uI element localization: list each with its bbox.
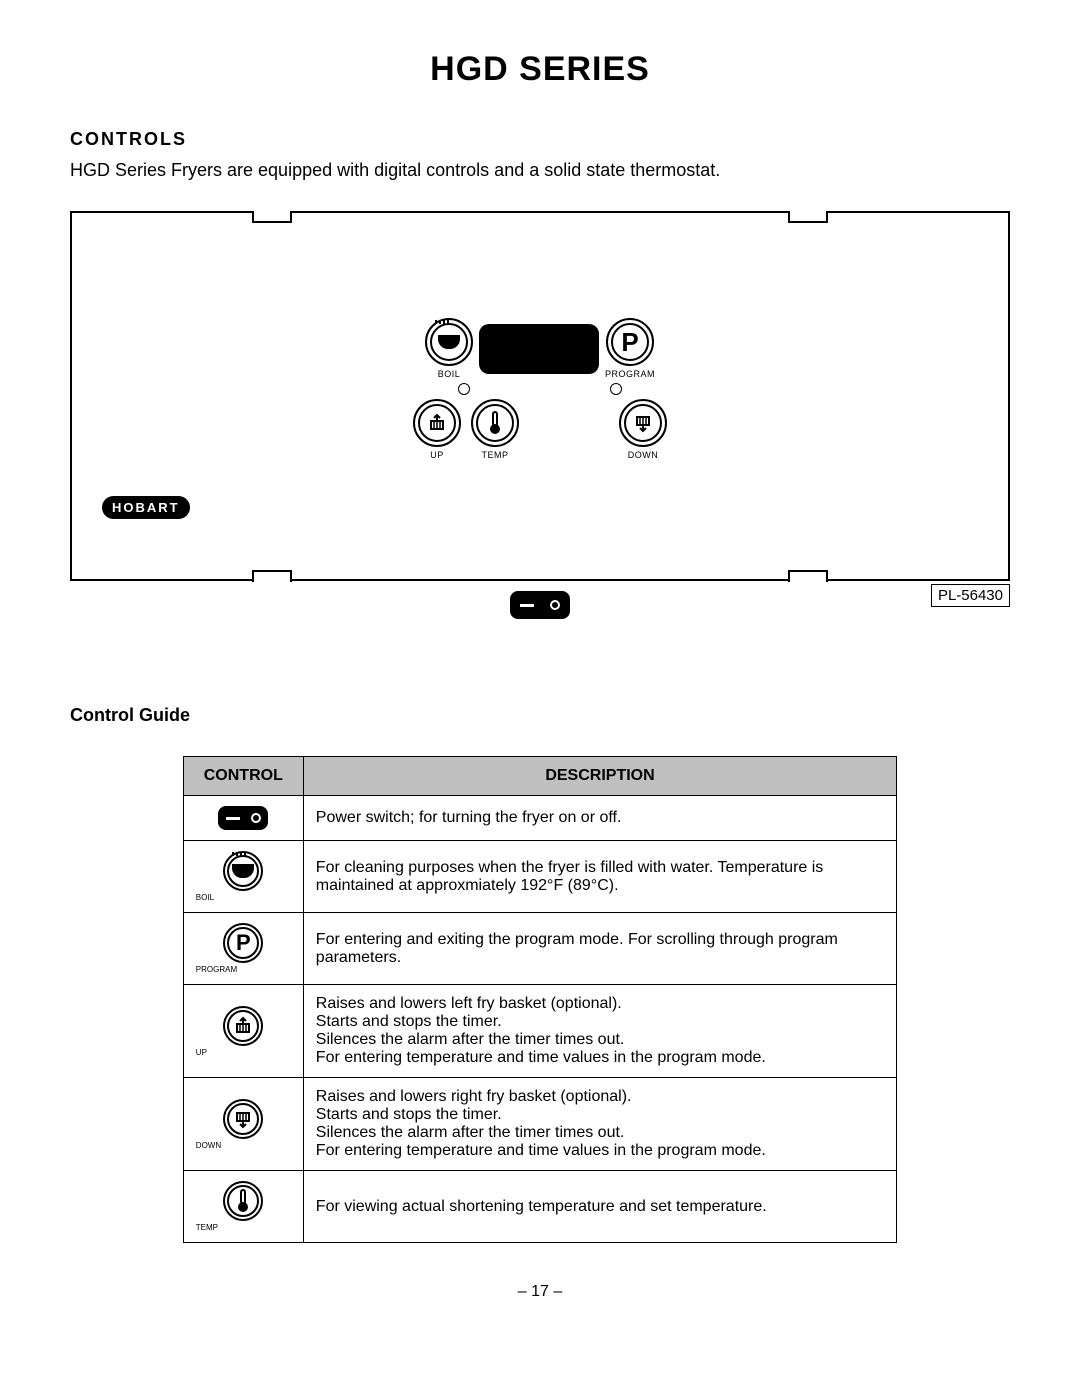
description-cell: Power switch; for turning the fryer on o…: [303, 796, 896, 841]
panel-notch: [788, 211, 828, 223]
down-button-icon: [223, 1099, 263, 1139]
panel-notch: [788, 570, 828, 582]
boil-button[interactable]: BOIL: [425, 318, 473, 379]
boil-button-icon: [223, 851, 263, 891]
temp-button-icon: [223, 1181, 263, 1221]
description-cell: Raises and lowers left fry basket (optio…: [303, 985, 896, 1078]
table-row: DOWNRaises and lowers right fry basket (…: [183, 1078, 896, 1171]
indicator-led-left: [458, 383, 470, 395]
description-cell: For entering and exiting the program mod…: [303, 913, 896, 985]
table-row: UPRaises and lowers left fry basket (opt…: [183, 985, 896, 1078]
up-button[interactable]: UP: [413, 399, 461, 460]
panel-notch: [252, 211, 292, 223]
boil-icon: [430, 323, 468, 361]
up-button-icon: [223, 1006, 263, 1046]
table-row: PPROGRAMFor entering and exiting the pro…: [183, 913, 896, 985]
up-label: UP: [430, 450, 444, 460]
program-label: PROGRAM: [605, 369, 655, 379]
section-heading-controls: CONTROLS: [70, 129, 1010, 150]
program-button[interactable]: P PROGRAM: [605, 318, 655, 379]
control-icon-cell: TEMP: [183, 1171, 303, 1243]
description-cell: For viewing actual shortening temperatur…: [303, 1171, 896, 1243]
power-on-icon: [550, 600, 560, 610]
basket-up-icon: [227, 1010, 259, 1042]
description-cell: For cleaning purposes when the fryer is …: [303, 841, 896, 913]
basket-down-icon: [227, 1103, 259, 1135]
table-header-control: CONTROL: [183, 757, 303, 796]
temp-label: TEMP: [481, 450, 508, 460]
control-cluster: BOIL P PROGRAM UP TEMP: [390, 318, 690, 460]
control-panel-diagram: BOIL P PROGRAM UP TEMP: [70, 211, 1010, 581]
table-row: BOILFor cleaning purposes when the fryer…: [183, 841, 896, 913]
table-header-description: DESCRIPTION: [303, 757, 896, 796]
control-guide-table: CONTROL DESCRIPTION Power switch; for tu…: [183, 756, 897, 1243]
basket-down-icon: [624, 404, 662, 442]
digital-display: [479, 324, 599, 374]
indicator-led-right: [610, 383, 622, 395]
boil-label: BOIL: [438, 369, 461, 379]
control-icon-cell: UP: [183, 985, 303, 1078]
control-icon-cell: DOWN: [183, 1078, 303, 1171]
page-number: – 17 –: [70, 1283, 1010, 1301]
panel-notch: [252, 570, 292, 582]
control-icon-cell: PPROGRAM: [183, 913, 303, 985]
down-button[interactable]: DOWN: [619, 399, 667, 460]
program-icon: P: [611, 323, 649, 361]
power-switch-icon: [218, 806, 268, 830]
thermometer-icon: [476, 404, 514, 442]
page-title: HGD SERIES: [70, 50, 1010, 89]
table-row: Power switch; for turning the fryer on o…: [183, 796, 896, 841]
description-cell: Raises and lowers right fry basket (opti…: [303, 1078, 896, 1171]
power-off-icon: [520, 604, 534, 607]
program-button-icon: P: [223, 923, 263, 963]
boil-icon: [227, 855, 259, 887]
power-switch[interactable]: [510, 591, 570, 619]
control-icon-cell: BOIL: [183, 841, 303, 913]
program-icon: P: [227, 927, 259, 959]
control-icon-cell: [183, 796, 303, 841]
thermometer-icon: [227, 1185, 259, 1217]
hobart-logo: HOBART: [102, 496, 190, 519]
control-guide-heading: Control Guide: [70, 705, 1010, 726]
down-label: DOWN: [628, 450, 659, 460]
basket-up-icon: [418, 404, 456, 442]
intro-text: HGD Series Fryers are equipped with digi…: [70, 160, 1010, 181]
table-row: TEMPFor viewing actual shortening temper…: [183, 1171, 896, 1243]
temp-button[interactable]: TEMP: [471, 399, 519, 460]
part-number-label: PL-56430: [931, 584, 1010, 607]
